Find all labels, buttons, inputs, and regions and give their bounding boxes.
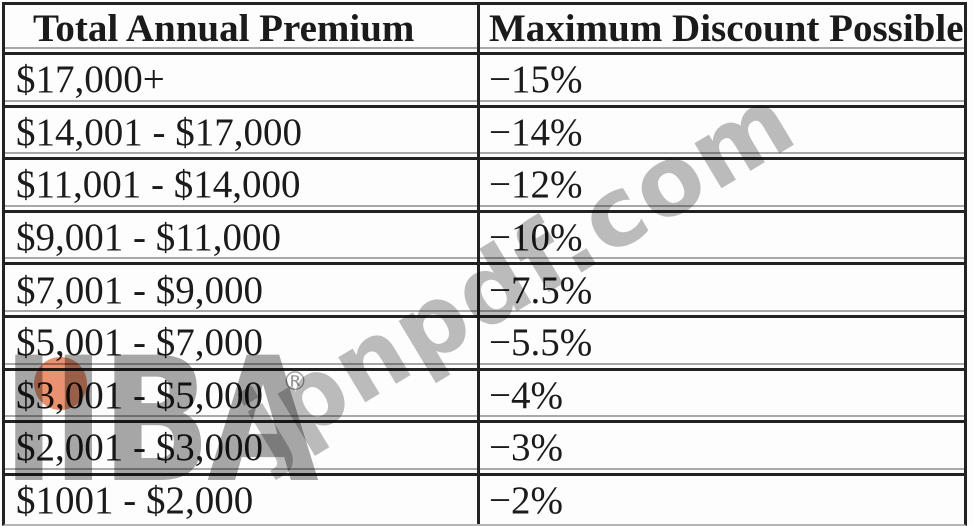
discount-cell: −2% <box>489 479 563 523</box>
discount-cell: −4% <box>489 373 563 417</box>
premium-cell: $17,000+ <box>16 58 165 102</box>
premium-cell: $3,001 - $5,000 <box>16 373 263 417</box>
table-row: $11,001 - $14,000 −12% <box>5 152 964 210</box>
discount-cell: −10% <box>489 216 583 260</box>
table-row: $2,001 - $3,000 −3% <box>5 415 964 473</box>
premium-cell: $1001 - $2,000 <box>16 479 254 523</box>
table-row: $1001 - $2,000 −2% <box>5 467 964 526</box>
premium-cell: $5,001 - $7,000 <box>16 321 263 365</box>
table-row: $14,001 - $17,000 −14% <box>5 99 964 158</box>
discount-cell: −15% <box>489 58 583 102</box>
premium-cell: $9,001 - $11,000 <box>16 216 282 260</box>
table-row: $5,001 - $7,000 −5.5% <box>5 310 964 368</box>
table-row: $9,001 - $11,000 −10% <box>5 204 964 263</box>
premium-cell: $7,001 - $9,000 <box>16 268 263 312</box>
discount-cell: −7.5% <box>489 268 593 312</box>
table-row: $17,000+ −15% <box>5 47 964 105</box>
column-header-maximum-discount-possible: Maximum Discount Possible <box>489 7 964 50</box>
discount-cell: −3% <box>489 426 563 470</box>
discount-cell: −12% <box>489 163 583 207</box>
premium-cell: $11,001 - $14,000 <box>16 163 301 207</box>
premium-cell: $2,001 - $3,000 <box>16 426 263 470</box>
column-divider <box>477 5 480 524</box>
premium-cell: $14,001 - $17,000 <box>16 110 302 154</box>
discount-cell: −5.5% <box>489 321 593 365</box>
discount-cell: −14% <box>489 110 583 154</box>
table-header-row: Total Annual Premium Maximum Discount Po… <box>5 5 964 52</box>
column-header-total-annual-premium: Total Annual Premium <box>33 7 415 50</box>
table-row: $3,001 - $5,000 −4% <box>5 362 964 421</box>
table-row: $7,001 - $9,000 −7.5% <box>5 257 964 315</box>
